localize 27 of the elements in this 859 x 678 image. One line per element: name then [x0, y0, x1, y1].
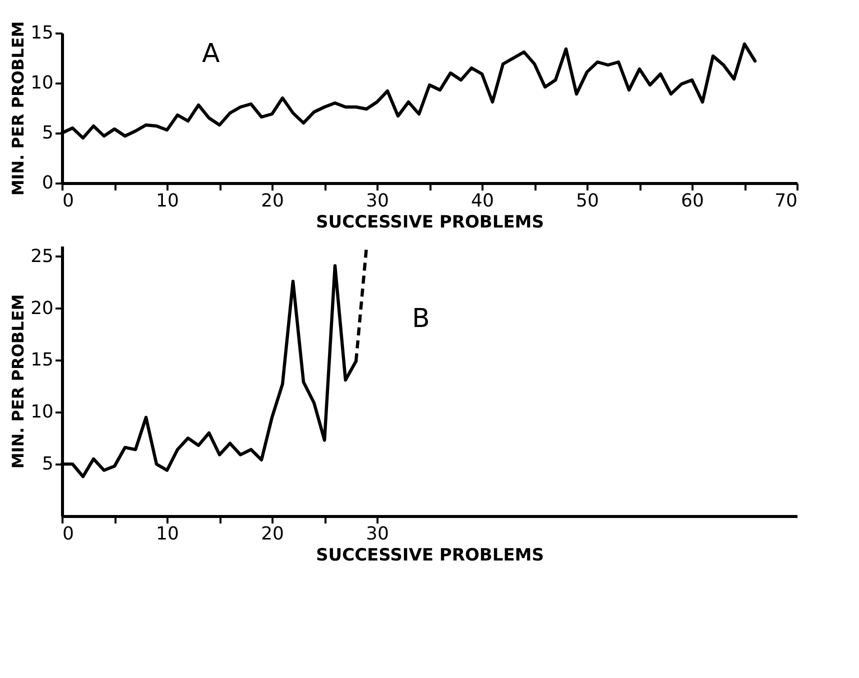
x-tick-label: 30: [366, 190, 389, 212]
chart-title: A: [202, 39, 220, 69]
y-tick-label: 5: [42, 454, 54, 475]
x-axis-title: SUCCESSIVE PROBLEMS: [316, 212, 544, 232]
y-tick-label: 0: [42, 172, 54, 194]
x-tick-label: 70: [774, 190, 798, 212]
y-axis-title: MIN. PER PROBLEM: [8, 21, 28, 196]
x-tick-label: 10: [156, 524, 179, 544]
y-tick-label: 5: [42, 122, 54, 144]
y-tick-label: 25: [30, 246, 54, 267]
x-tick-label: 0: [62, 524, 74, 544]
y-tick-label: 15: [30, 350, 54, 371]
y-tick-label: 10: [30, 72, 54, 94]
x-tick-label: 60: [681, 190, 704, 212]
x-tick-label: 30: [366, 524, 389, 544]
y-tick-label: 15: [30, 22, 54, 44]
text: B: [412, 304, 430, 334]
y-tick-label: 10: [30, 402, 54, 423]
x-tick-label: 40: [471, 190, 494, 212]
x-tick-label: 10: [156, 190, 179, 212]
y-axis-title: MIN. PER PROBLEM: [8, 294, 28, 469]
x-tick-label: 50: [576, 190, 599, 212]
x-tick-label: 20: [261, 524, 284, 544]
x-tick-label: 20: [261, 190, 284, 212]
y-tick-label: 20: [30, 298, 54, 319]
x-tick-label: 0: [62, 190, 74, 212]
x-axis-title: SUCCESSIVE PROBLEMS: [316, 546, 544, 566]
